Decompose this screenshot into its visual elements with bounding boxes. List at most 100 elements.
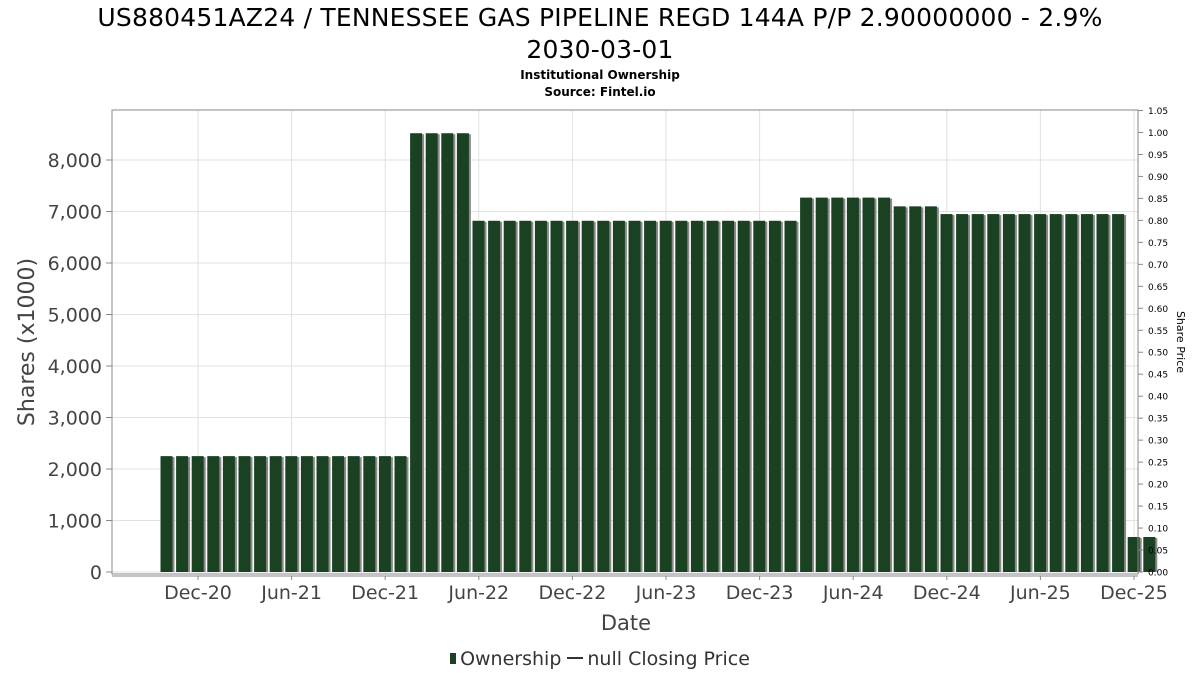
ownership-bar xyxy=(675,220,688,572)
chart-source: Source: Fintel.io xyxy=(544,85,656,99)
ownership-bar xyxy=(815,197,828,572)
x-tick-label: Jun-23 xyxy=(635,582,697,604)
ownership-bar xyxy=(1080,214,1093,572)
axes: 0 1,000 2,000 3,000 4,000 5,000 6,000 7,000 8,00… xyxy=(48,107,1169,604)
ownership-bar xyxy=(768,220,781,572)
chart-title-line2: 2030-03-01 xyxy=(526,35,674,64)
x-tick-label: Jun-24 xyxy=(822,582,884,604)
y2-tick-label: 0.60 xyxy=(1148,305,1168,315)
y2-tick-label: 0.80 xyxy=(1148,217,1168,227)
ownership-bar xyxy=(706,220,719,572)
ownership-bar xyxy=(1034,214,1047,572)
ownership-bar xyxy=(566,220,579,572)
ownership-bar xyxy=(971,214,984,572)
y2-tick-label: 0.50 xyxy=(1148,349,1168,359)
x-tick-label: Dec-24 xyxy=(913,582,981,604)
ownership-bar xyxy=(581,220,594,572)
y2-tick-label: 0.30 xyxy=(1148,437,1168,447)
y-tick-label: 5,000 xyxy=(48,305,102,327)
ownership-bar xyxy=(1049,214,1062,572)
closing-price-legend-line xyxy=(567,657,584,659)
ownership-bar xyxy=(800,197,813,572)
ownership-bar xyxy=(612,220,625,572)
ownership-bar xyxy=(534,220,547,572)
ownership-bar xyxy=(1065,214,1078,572)
ownership-bar xyxy=(550,220,563,572)
ownership-bar xyxy=(737,220,750,572)
x-axis-title: Date xyxy=(601,611,651,635)
ownership-bar xyxy=(285,456,298,572)
y-tick-label: 6,000 xyxy=(48,253,102,275)
ownership-bar xyxy=(254,456,267,572)
y2-tick-label: 1.05 xyxy=(1148,107,1168,117)
ownership-bar xyxy=(332,456,345,572)
ownership-bar xyxy=(987,214,1000,572)
ownership-bar xyxy=(753,220,766,572)
y2-tick-label: 0.25 xyxy=(1148,459,1168,469)
ownership-bar xyxy=(238,456,251,572)
ownership-bar xyxy=(659,220,672,572)
y-tick-label: 1,000 xyxy=(48,511,102,533)
ownership-bar xyxy=(441,133,454,572)
y2-tick-label: 1.00 xyxy=(1148,129,1168,139)
ownership-bar xyxy=(1143,536,1156,572)
ownership-bar xyxy=(456,133,469,572)
y-tick-label: 4,000 xyxy=(48,356,102,378)
chart-subtitle: Institutional Ownership xyxy=(520,68,680,82)
ownership-bar xyxy=(690,220,703,572)
y2-tick-label: 0.35 xyxy=(1148,415,1168,425)
y-tick-label: 7,000 xyxy=(48,202,102,224)
y2-tick-label: 0.05 xyxy=(1148,547,1168,557)
y2-tick-label: 0.85 xyxy=(1148,195,1168,205)
ownership-bar xyxy=(488,220,501,572)
ownership-bar xyxy=(909,206,922,572)
ownership-bar xyxy=(831,197,844,572)
y2-tick-label: 0.70 xyxy=(1148,261,1168,271)
y2-tick-label: 0.95 xyxy=(1148,151,1168,161)
ownership-legend-swatch xyxy=(450,653,457,664)
ownership-bar xyxy=(378,456,391,572)
x-tick-label: Dec-25 xyxy=(1100,582,1168,604)
y-axis-title: Shares (x1000) xyxy=(15,258,40,426)
ownership-bar xyxy=(878,197,891,572)
ownership-bar xyxy=(394,456,407,572)
y-tick-label: 0 xyxy=(90,562,102,584)
ownership-bar xyxy=(722,220,735,572)
ownership-bar xyxy=(316,456,329,572)
ownership-bar xyxy=(940,214,953,572)
y2-tick-label: 0.45 xyxy=(1148,371,1168,381)
legend-item-ownership: Ownership xyxy=(460,648,562,670)
x-tick-label: Dec-21 xyxy=(351,582,419,604)
legend-item-closing-price: null Closing Price xyxy=(587,648,750,670)
x-tick-label: Jun-25 xyxy=(1009,582,1071,604)
ownership-bar xyxy=(1127,536,1140,572)
ownership-bar xyxy=(1096,214,1109,572)
y2-tick-label: 0.40 xyxy=(1148,393,1168,403)
y2-tick-label: 0.15 xyxy=(1148,503,1168,513)
ownership-bar xyxy=(347,456,360,572)
y2-tick-label: 0.75 xyxy=(1148,239,1168,249)
ownership-bar xyxy=(176,456,189,572)
y-tick-label: 3,000 xyxy=(48,408,102,430)
ownership-bar xyxy=(1112,214,1125,572)
ownership-bar xyxy=(503,220,516,572)
ownership-bar xyxy=(784,220,797,572)
ownership-bar xyxy=(1018,214,1031,572)
y2-tick-label: 0.00 xyxy=(1148,569,1168,579)
ownership-bar xyxy=(222,456,235,572)
x-tick-label: Jun-22 xyxy=(447,582,509,604)
ownership-bar xyxy=(191,456,204,572)
y2-tick-label: 0.20 xyxy=(1148,481,1168,491)
ownership-bar xyxy=(956,214,969,572)
y2-tick-label: 0.10 xyxy=(1148,525,1168,535)
ownership-bar xyxy=(410,133,423,572)
ownership-bar xyxy=(472,220,485,572)
ownership-bar xyxy=(862,197,875,572)
y-tick-label: 8,000 xyxy=(48,150,102,172)
chart-title-line1: US880451AZ24 / TENNESSEE GAS PIPELINE RE… xyxy=(97,3,1103,32)
ownership-bar xyxy=(207,456,220,572)
ownership-bar xyxy=(1002,214,1015,572)
ownership-bar xyxy=(269,456,282,572)
ownership-bar xyxy=(628,220,641,572)
